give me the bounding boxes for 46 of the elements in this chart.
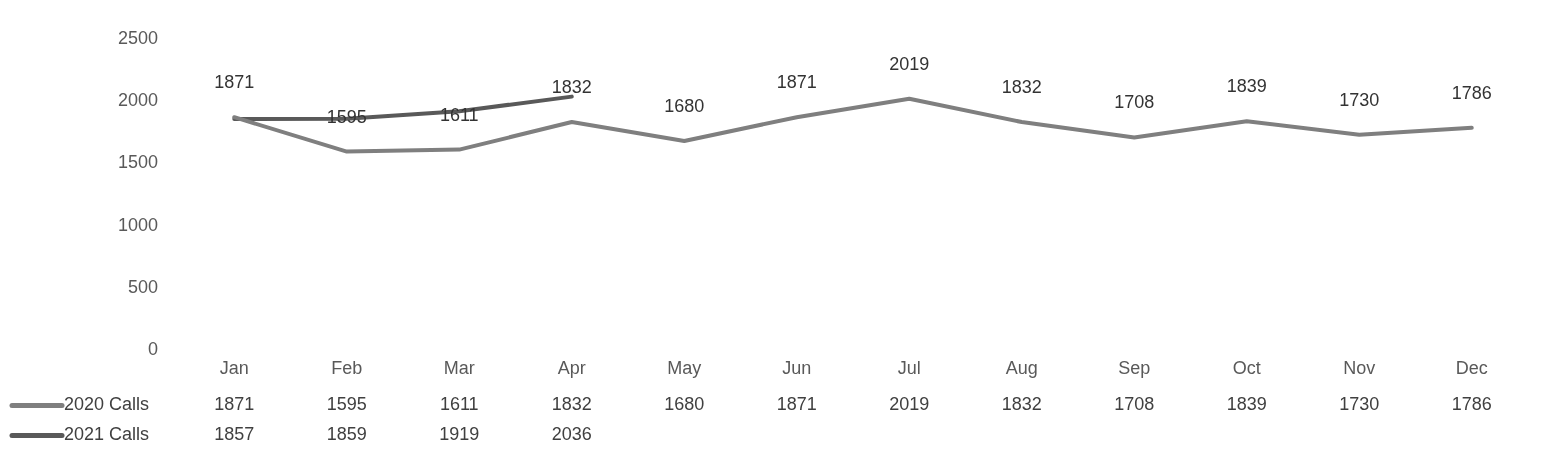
y-tick-label: 2000 bbox=[118, 90, 159, 111]
x-tick-label: Apr bbox=[557, 358, 586, 379]
annotation: 1871 bbox=[776, 72, 817, 93]
annotation: 1871 bbox=[214, 72, 255, 93]
data-label: 1832 bbox=[1001, 394, 1042, 415]
annotation: 1708 bbox=[1114, 92, 1155, 113]
data-label: 1611 bbox=[439, 394, 479, 415]
data-label: 1839 bbox=[1226, 394, 1267, 415]
x-tick-label: Dec bbox=[1455, 358, 1488, 379]
x-tick-label: Mar bbox=[443, 358, 475, 379]
data-label: 1871 bbox=[776, 394, 817, 415]
annotation: 1832 bbox=[551, 77, 592, 98]
data-label: 2019 bbox=[889, 394, 930, 415]
legend-label: 2021 Calls bbox=[64, 424, 150, 445]
data-label: 1786 bbox=[1451, 394, 1492, 415]
annotation: 1680 bbox=[664, 95, 705, 116]
data-label: 1857 bbox=[214, 424, 255, 445]
data-label: 1919 bbox=[439, 424, 480, 445]
x-tick-label: Aug bbox=[1005, 358, 1038, 379]
y-tick-label: 0 bbox=[148, 339, 159, 360]
y-tick-label: 2500 bbox=[118, 27, 159, 48]
x-tick-label: Jan bbox=[219, 358, 249, 379]
x-tick-label: May bbox=[667, 358, 702, 379]
x-tick-label: Feb bbox=[331, 358, 363, 379]
annotation: 2019 bbox=[889, 53, 930, 74]
annotation: 1839 bbox=[1226, 76, 1267, 97]
data-label: 2036 bbox=[551, 424, 592, 445]
x-tick-label: Sep bbox=[1118, 358, 1151, 379]
data-label: 1859 bbox=[326, 424, 367, 445]
annotation: 1730 bbox=[1339, 89, 1380, 110]
data-label: 1832 bbox=[551, 394, 592, 415]
annotation: 1832 bbox=[1001, 77, 1042, 98]
annotation: 1786 bbox=[1451, 82, 1492, 103]
x-tick-label: Oct bbox=[1232, 358, 1261, 379]
x-tick-label: Jul bbox=[897, 358, 921, 379]
y-tick-label: 1500 bbox=[118, 152, 159, 173]
data-label: 1680 bbox=[664, 394, 705, 415]
data-label: 1595 bbox=[326, 394, 367, 415]
data-label: 1730 bbox=[1339, 394, 1380, 415]
data-label: 1708 bbox=[1114, 394, 1155, 415]
y-tick-label: 1000 bbox=[118, 214, 159, 235]
legend-label: 2020 Calls bbox=[64, 394, 150, 415]
y-tick-label: 500 bbox=[128, 277, 159, 298]
x-tick-label: Nov bbox=[1343, 358, 1376, 379]
data-label: 1871 bbox=[214, 394, 255, 415]
x-tick-label: Jun bbox=[782, 358, 812, 379]
